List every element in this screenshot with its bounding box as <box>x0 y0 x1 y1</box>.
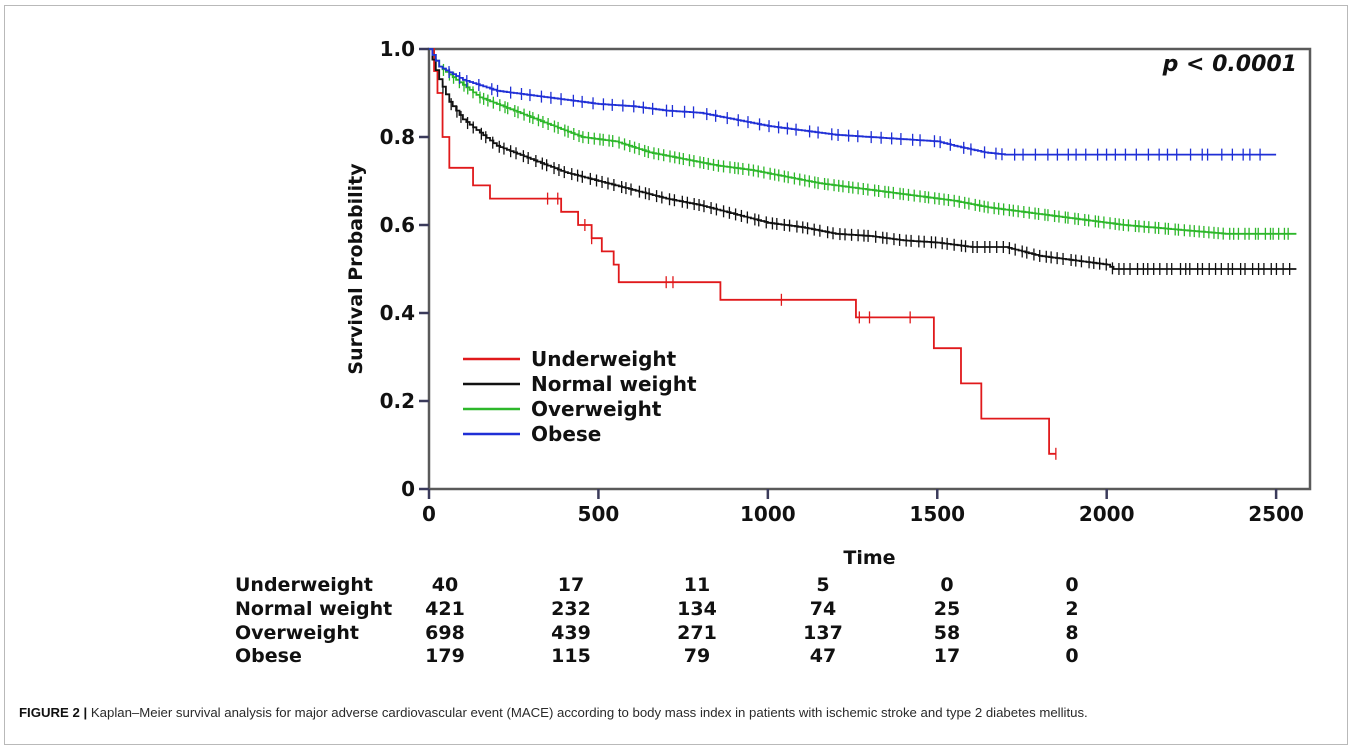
risk-row-label: Overweight <box>235 622 359 644</box>
risk-count: 698 <box>425 622 465 644</box>
risk-count: 421 <box>425 598 465 620</box>
series-line-obese <box>429 48 1277 156</box>
series-line-normal-weight <box>429 48 1297 270</box>
y-tick-label: 0.2 <box>380 389 415 413</box>
risk-count: 17 <box>558 574 584 596</box>
risk-row-label: Underweight <box>235 574 373 596</box>
y-tick-label: 0.4 <box>380 301 415 325</box>
p-value-annotation: p < 0.0001 <box>1162 52 1297 77</box>
risk-count: 5 <box>816 574 829 596</box>
risk-count: 58 <box>934 622 960 644</box>
legend-label-underweight: Underweight <box>531 347 677 371</box>
risk-count: 134 <box>677 598 717 620</box>
series-line-underweight <box>429 48 1056 455</box>
caption-text: Kaplan–Meier survival analysis for major… <box>90 705 1088 720</box>
figure-caption: FIGURE 2 | Kaplan–Meier survival analysi… <box>19 703 1339 723</box>
risk-count: 271 <box>677 622 717 644</box>
risk-row-label: Obese <box>235 645 302 667</box>
x-tick-label: 0 <box>422 502 436 526</box>
risk-count: 0 <box>1065 574 1078 596</box>
x-tick-label: 2000 <box>1079 502 1135 526</box>
risk-count: 232 <box>551 598 591 620</box>
risk-count: 0 <box>1065 645 1078 667</box>
series-layer <box>429 48 1297 460</box>
risk-count: 74 <box>810 598 836 620</box>
x-tick-label: 1000 <box>740 502 796 526</box>
figure-frame: 0 0.2 0.4 0.6 0.8 1.0 0 500 1000 1500 2000 2500 Und… <box>4 5 1348 745</box>
y-tick-label: 0.8 <box>380 125 415 149</box>
x-tick-label: 2500 <box>1248 502 1304 526</box>
risk-count: 11 <box>684 574 710 596</box>
y-axis-title: Survival Probability <box>345 163 367 375</box>
risk-count: 8 <box>1065 622 1078 644</box>
y-tick-label: 0 <box>401 477 415 501</box>
km-survival-chart: 00.20.40.60.81.00 500 1000 1500 2000 2500 Und… <box>235 37 1312 667</box>
risk-count: 0 <box>940 574 953 596</box>
risk-count: 17 <box>934 645 960 667</box>
risk-count: 137 <box>803 622 843 644</box>
x-tick-label: 1500 <box>909 502 965 526</box>
risk-row-label: Normal weight <box>235 598 392 620</box>
x-axis-title: Time <box>843 547 895 569</box>
risk-count: 47 <box>810 645 836 667</box>
y-tick-label: 1.0 <box>380 37 415 61</box>
risk-count: 439 <box>551 622 591 644</box>
risk-count: 179 <box>425 645 465 667</box>
caption-label: FIGURE 2 | <box>19 705 88 720</box>
x-tick-label: 500 <box>578 502 620 526</box>
plot-frame <box>427 47 1312 491</box>
risk-count: 115 <box>551 645 591 667</box>
legend-label-obese: Obese <box>531 422 601 446</box>
risk-count: 79 <box>684 645 710 667</box>
risk-count: 25 <box>934 598 960 620</box>
legend-label-overweight: Overweight <box>531 397 662 421</box>
legend-label-normal-weight: Normal weight <box>531 372 697 396</box>
risk-count: 40 <box>432 574 458 596</box>
axes-layer: 0 0.2 0.4 0.6 0.8 1.0 0 500 1000 1500 2000 2500 <box>380 37 1312 526</box>
y-tick-label: 0.6 <box>380 213 415 237</box>
risk-count: 2 <box>1065 598 1078 620</box>
